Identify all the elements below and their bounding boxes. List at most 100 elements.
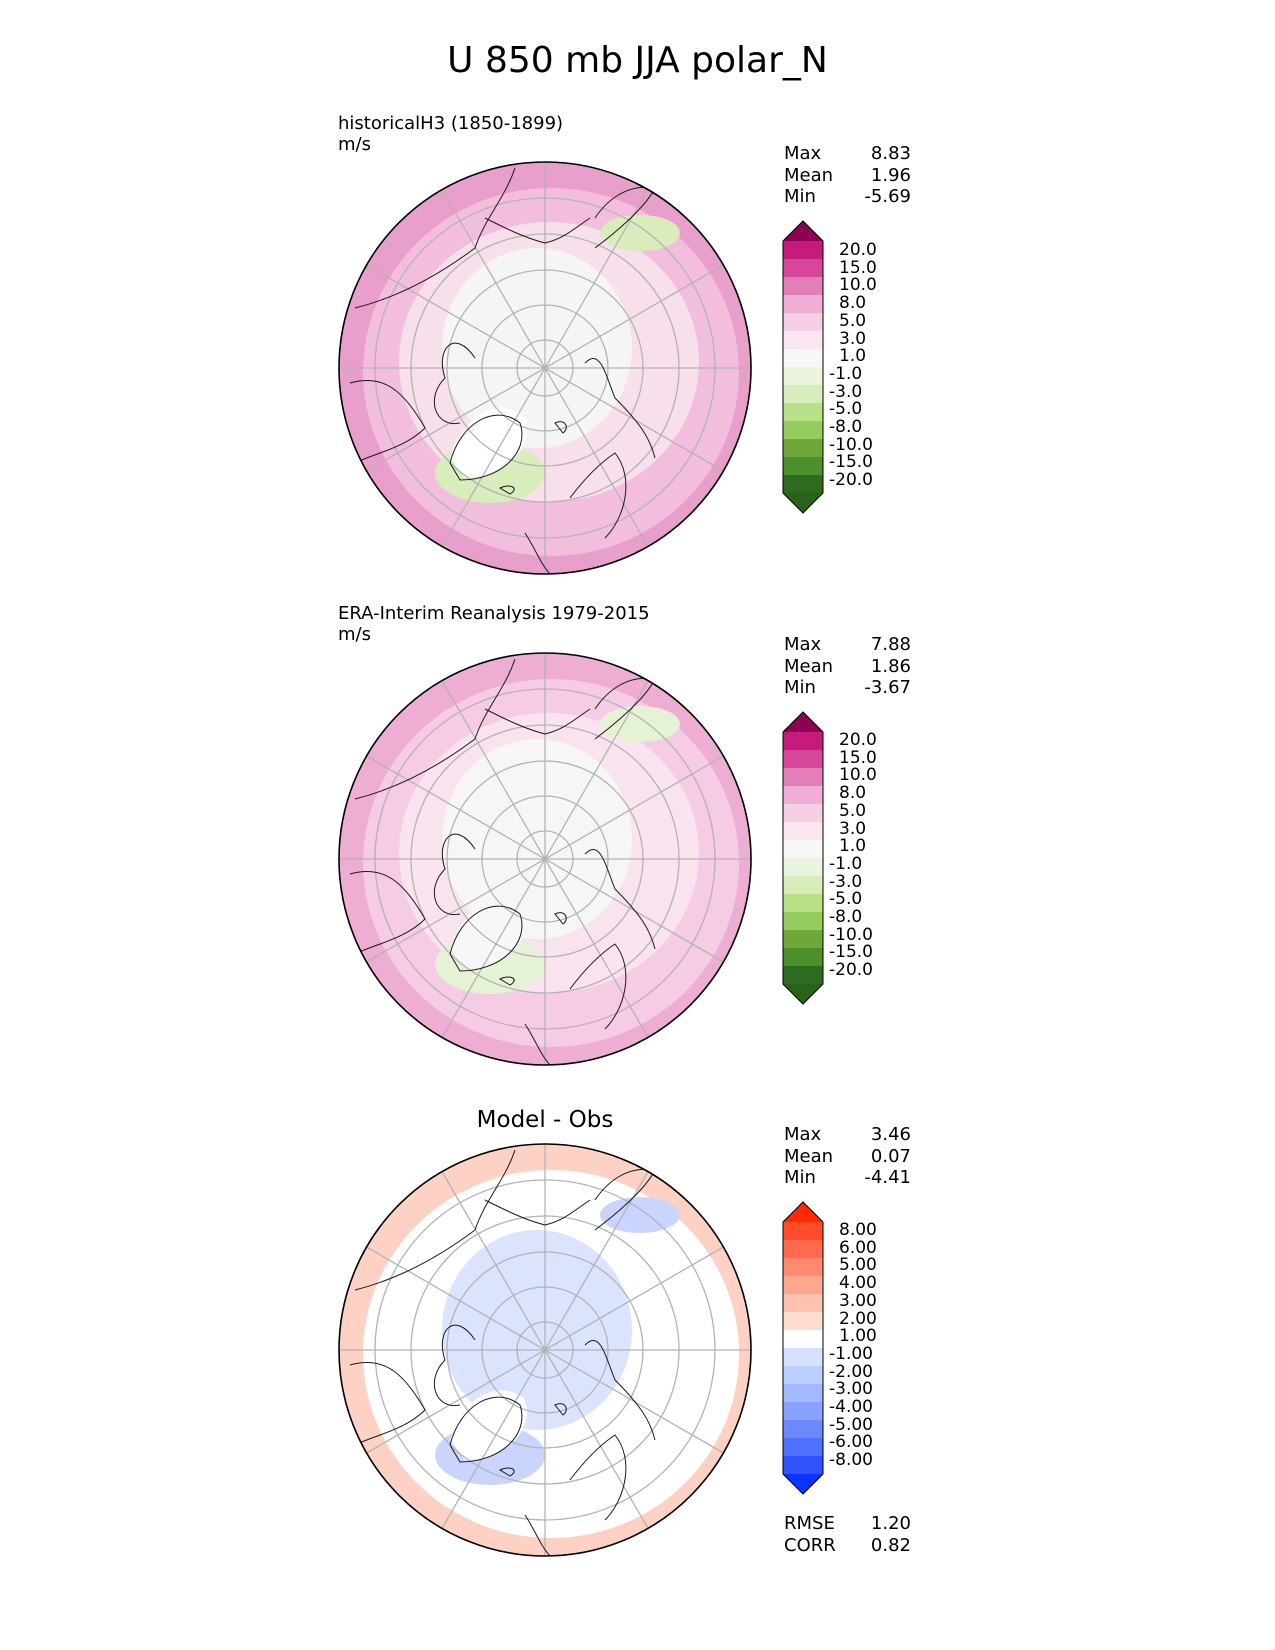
stat-value: 8.83	[870, 143, 911, 164]
panel-1-colorbar-ticks: 20.0 15.0 10.0 8.0 5.0 3.0 1.0 -1.0 -3.0 -5.0 -8.0…	[829, 241, 877, 491]
colorbar-segment	[783, 403, 823, 422]
panel-3-colorbar-ticks: 8.00 6.00 5.00 4.00 3.00 2.00 1.00 -1.00 -2.00 -3…	[829, 1221, 877, 1471]
stat-label: Mean	[784, 655, 834, 677]
colorbar-tick-label: -15.0	[829, 452, 873, 473]
stat-label: Min	[784, 186, 816, 207]
coastline-segment	[449, 1396, 523, 1463]
colorbar-segment	[783, 858, 823, 877]
colorbar-outline	[782, 1201, 824, 1495]
colorbar-tick-label: -1.00	[829, 1343, 873, 1364]
colorbar-segment	[783, 1276, 823, 1295]
colorbar-tick-label: -1.0	[829, 363, 863, 384]
panel-1-label: historicalH3 (1850-1899) m/s	[338, 113, 563, 155]
stat-label: Max	[784, 1124, 822, 1145]
map-boundary	[338, 652, 752, 1066]
coastline-segment	[433, 1324, 476, 1406]
panel-2-colorbar	[782, 711, 824, 1005]
stat-row-mean: Mean 1.96	[784, 165, 911, 187]
colorbar-segment	[783, 750, 823, 769]
field-anomaly-b	[600, 215, 680, 251]
colorbar-tick-label: 10.0	[839, 275, 877, 296]
coastline-segment	[349, 1361, 426, 1446]
colorbar-extend-bottom	[783, 984, 823, 1004]
colorbar-segment	[783, 786, 823, 805]
metric-label: CORR	[784, 1534, 836, 1556]
coastline-segment	[484, 708, 591, 735]
colorbar-extend-top	[783, 221, 823, 241]
coastline-segment	[498, 976, 515, 986]
colorbar-tick-label: -20.0	[829, 470, 873, 491]
colorbar-tick-label: 8.0	[839, 783, 867, 804]
metric-row-rmse: RMSE 1.20	[784, 1513, 911, 1535]
stat-value: -5.69	[864, 186, 911, 207]
stat-value: -4.41	[864, 1167, 911, 1188]
meridian-line	[441, 1171, 649, 1529]
colorbar-extend-top	[783, 1202, 823, 1222]
colorbar-segment	[783, 1456, 823, 1475]
graticule	[339, 1144, 751, 1556]
colorbar-tick-label: -3.00	[829, 1379, 873, 1400]
coastline-segment	[554, 421, 567, 434]
colorbar-segment	[783, 313, 823, 332]
colorbar-segment	[783, 768, 823, 787]
meridian-line	[441, 680, 649, 1038]
panel-2-dataset: ERA-Interim Reanalysis 1979-2015	[338, 603, 650, 624]
colorbar-segment	[783, 349, 823, 368]
colorbar-segment	[783, 1402, 823, 1421]
panel-1-stats: Max 8.83 Mean 1.96 Min -5.69	[784, 143, 911, 208]
colorbar-segment	[783, 1294, 823, 1313]
map-boundary	[338, 161, 752, 575]
colorbar-tick-label: -15.0	[829, 942, 873, 963]
panel-2-map	[338, 652, 752, 1066]
colorbar-segment	[783, 966, 823, 985]
map-boundary	[338, 1143, 752, 1557]
colorbar-tick-label: -1.0	[829, 853, 863, 874]
graticule	[339, 653, 751, 1065]
colorbar-tick-label: 1.0	[839, 346, 867, 367]
metric-label: RMSE	[784, 1513, 835, 1534]
colorbar-tick-label: -20.0	[829, 960, 873, 981]
colorbar-segment	[783, 1366, 823, 1385]
colorbar-tick-label: -8.0	[829, 417, 863, 438]
panel-1-dataset: historicalH3 (1850-1899)	[338, 113, 564, 134]
colorbar-outline	[782, 711, 824, 1005]
stat-label: Min	[784, 677, 816, 698]
colorbar-extend-bottom	[783, 1474, 823, 1494]
field-anomaly-b	[600, 706, 680, 742]
stat-label: Max	[784, 634, 822, 655]
colorbar-segment	[783, 930, 823, 949]
coastline-segment	[584, 849, 656, 950]
coastline-segment	[449, 414, 523, 481]
coastline-segment	[349, 870, 426, 955]
colorbar-segment	[783, 277, 823, 296]
field-anomaly-b	[600, 1197, 680, 1233]
stat-row-min: Min -5.69	[784, 186, 911, 208]
stat-row-max: Max 3.46	[784, 1124, 911, 1146]
colorbar-segment	[783, 295, 823, 314]
colorbar-segment	[783, 1240, 823, 1259]
colorbar-segment	[783, 475, 823, 494]
colorbar-segment	[783, 1420, 823, 1439]
coastline-segment	[524, 532, 551, 574]
panel-2-colorbar-ticks: 20.0 15.0 10.0 8.0 5.0 3.0 1.0 -1.0 -3.0 -5.0 -8.0…	[829, 731, 877, 981]
colorbar-tick-label: -8.0	[829, 907, 863, 928]
stat-value: 0.07	[870, 1145, 911, 1167]
panel-3-stats: Max 3.46 Mean 0.07 Min -4.41	[784, 1124, 911, 1189]
panel-3-extra-stats: RMSE 1.20 CORR 0.82	[784, 1513, 911, 1556]
coastline-segment	[433, 833, 476, 915]
colorbar-segment	[783, 1258, 823, 1277]
colorbar-tick-label: -2.00	[829, 1361, 873, 1382]
stat-row-min: Min -4.41	[784, 1167, 911, 1189]
colorbar-segment	[783, 457, 823, 476]
panel-3-colorbar	[782, 1201, 824, 1495]
colorbar-tick-label: 3.0	[839, 818, 867, 839]
colorbar-tick-label: 3.00	[839, 1290, 877, 1311]
colorbar-tick-label: 1.00	[839, 1326, 877, 1347]
stat-label: Min	[784, 1167, 816, 1188]
coastline-segment	[354, 658, 516, 800]
colorbar-tick-label: -8.00	[829, 1450, 873, 1471]
colorbar-segment	[783, 948, 823, 967]
colorbar-outline	[782, 220, 824, 514]
colorbar-segment	[783, 1438, 823, 1457]
coastline-segment	[484, 217, 591, 244]
